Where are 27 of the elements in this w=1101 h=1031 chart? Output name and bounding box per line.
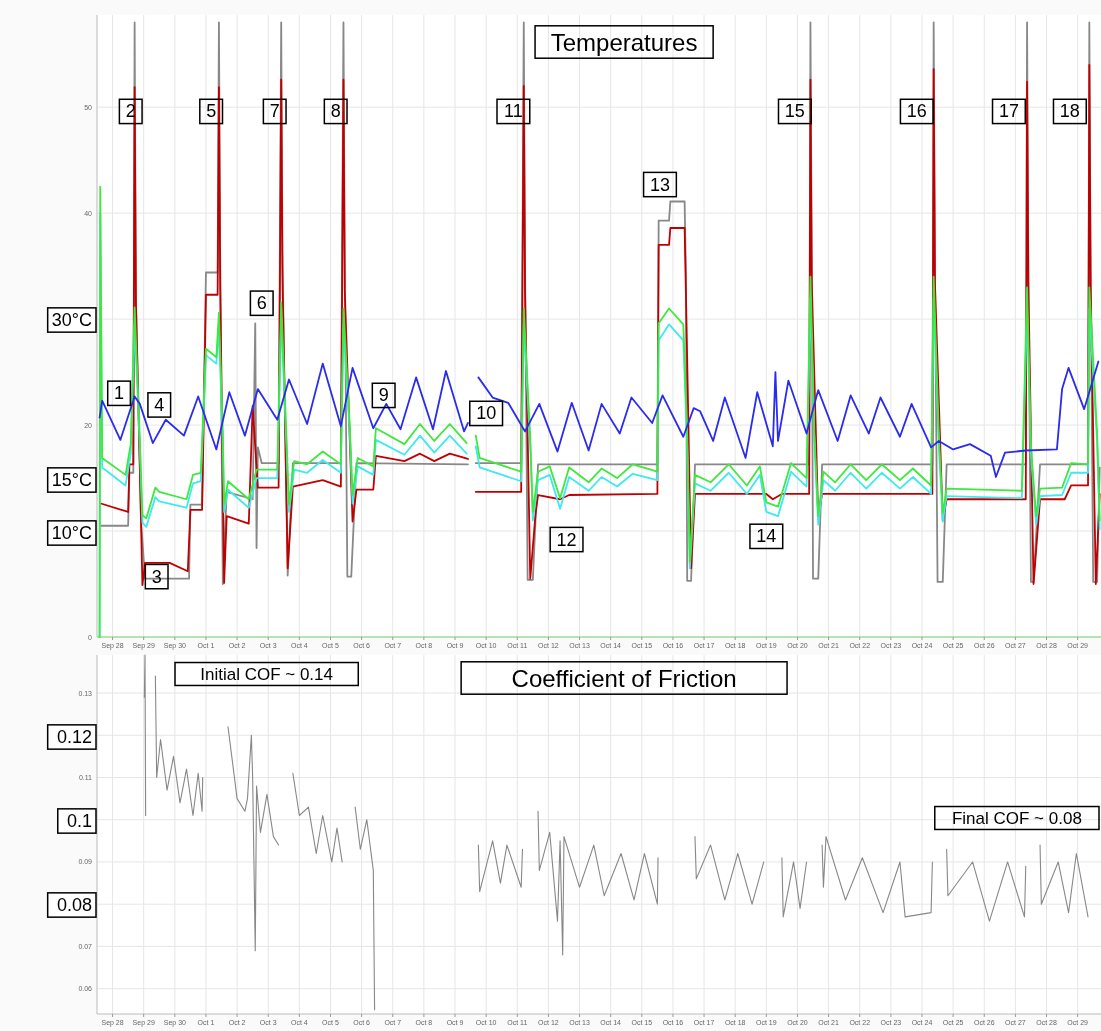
annotation: 13 bbox=[649, 174, 670, 195]
annotation: 16 bbox=[906, 101, 927, 122]
chart-title: Coefficient of Friction bbox=[511, 664, 737, 692]
annotation: 14 bbox=[756, 526, 777, 547]
annotation: 7 bbox=[269, 101, 280, 122]
text: 15°C bbox=[51, 470, 92, 490]
text: 10°C bbox=[51, 523, 92, 543]
annotation: 6 bbox=[256, 293, 267, 314]
text: Temperatures bbox=[550, 28, 698, 56]
annotation: 11 bbox=[504, 101, 523, 122]
annotation: Initial COF ~ 0.14 bbox=[200, 664, 334, 684]
annotation: 5 bbox=[206, 101, 217, 122]
annotation: 18 bbox=[1059, 101, 1080, 122]
annotation: 8 bbox=[330, 101, 341, 122]
annotation: 9 bbox=[378, 385, 389, 406]
annotation: 12 bbox=[556, 529, 577, 550]
text: 0.1 bbox=[66, 811, 92, 831]
annotation: 17 bbox=[998, 101, 1019, 122]
annotation: 10 bbox=[476, 403, 497, 424]
annotation: 3 bbox=[151, 566, 162, 587]
annotation: 1 bbox=[114, 383, 125, 404]
annotation: 4 bbox=[154, 394, 165, 415]
annotation: 15 bbox=[784, 101, 805, 122]
text: 0.08 bbox=[56, 895, 92, 915]
text: 0.12 bbox=[56, 727, 92, 747]
text: 30°C bbox=[51, 310, 92, 330]
annotation: Final COF ~ 0.08 bbox=[951, 808, 1082, 828]
